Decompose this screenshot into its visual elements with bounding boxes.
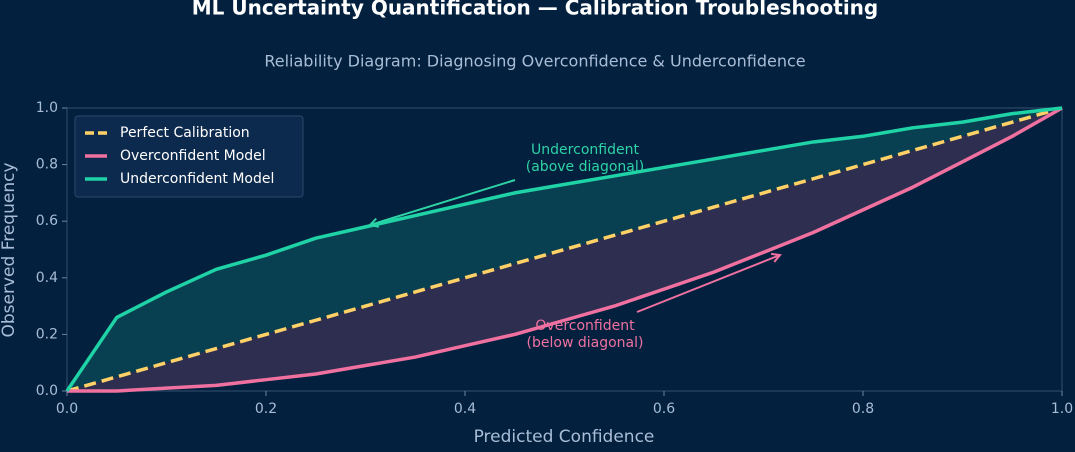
annotation-arrowhead [368,217,380,228]
legend-label: Underconfident Model [120,171,274,187]
x-tick-label: 0.2 [255,401,277,417]
series-line [67,106,1063,393]
legend-label: Overconfident Model [120,148,266,164]
x-axis-label: Predicted Confidence [474,427,655,447]
annotation-text: Overconfident [535,318,635,334]
annotation-arrowhead [770,252,782,263]
y-tick-label: 0.0 [36,383,58,399]
annotation-text: (above diagonal) [526,159,644,175]
plot-frame [66,107,1063,392]
annotation-text: Underconfident [531,142,639,158]
annotation-arrow [636,254,781,313]
y-tick-label: 0.6 [36,213,58,229]
chart-title: ML Uncertainty Quantification — Calibrat… [192,0,879,20]
y-tick-label: 0.4 [36,270,58,286]
y-axis-label: Observed Frequency [0,162,19,337]
annotation-text: (below diagonal) [527,335,644,351]
y-tick-label: 0.8 [36,157,58,173]
legend-label: Perfect Calibration [120,125,250,141]
x-tick-label: 0.4 [454,401,476,417]
x-tick-label: 1.0 [1051,401,1073,417]
annotation-arrow [369,179,516,226]
y-tick-label: 1.0 [36,100,58,116]
y-tick-label: 0.2 [36,326,58,342]
series-line [66,106,1063,393]
series-line [65,106,1063,392]
x-tick-label: 0.6 [653,401,675,417]
chart-subtitle: Reliability Diagram: Diagnosing Overconf… [264,52,805,71]
x-tick-label: 0.0 [56,401,78,417]
legend-box [74,115,304,198]
x-tick-label: 0.8 [852,401,874,417]
